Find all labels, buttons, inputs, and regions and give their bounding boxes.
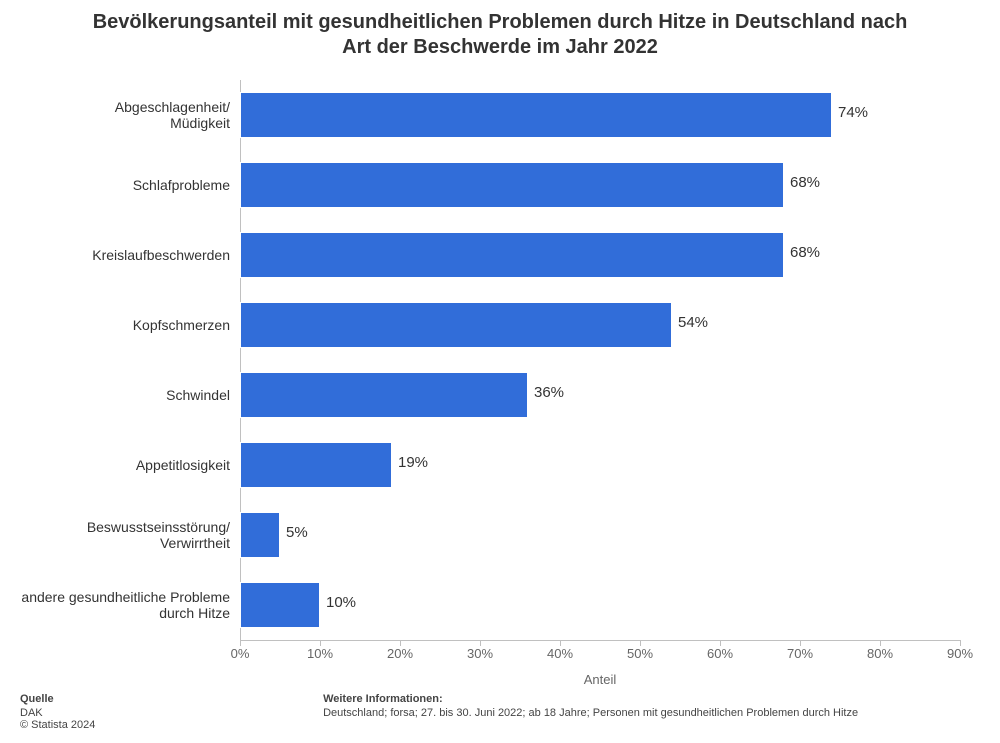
bar — [240, 372, 528, 418]
category-label-line1: Kreislaufbeschwerden — [92, 247, 230, 263]
x-axis-title: Anteil — [240, 672, 960, 687]
category-label: Schwindel — [10, 387, 230, 403]
bar-value-label: 19% — [398, 454, 428, 471]
footer-info-col: Weitere Informationen: Deutschland; fors… — [323, 693, 963, 719]
category-label: Kreislaufbeschwerden — [10, 247, 230, 263]
category-label-line2: Müdigkeit — [170, 115, 230, 131]
plot-area: Anteil 0%10%20%30%40%50%60%70%80%90%74%6… — [240, 80, 960, 640]
category-label-line1: Appetitlosigkeit — [136, 457, 230, 473]
chart-title-line1: Bevölkerungsanteil mit gesundheitlichen … — [93, 11, 908, 33]
bar-row: 68% — [240, 220, 960, 290]
x-tick-label: 80% — [867, 646, 893, 661]
category-label-line1: Kopfschmerzen — [133, 317, 230, 333]
footer-source-line2: © Statista 2024 — [20, 719, 320, 731]
footer-source-col: Quelle DAK © Statista 2024 — [20, 693, 320, 731]
x-tick-label: 40% — [547, 646, 573, 661]
bar-value-label: 54% — [678, 314, 708, 331]
bar-value-label: 5% — [286, 524, 308, 541]
category-label-line1: Schwindel — [166, 387, 230, 403]
bar-row: 54% — [240, 290, 960, 360]
bar-row: 19% — [240, 430, 960, 500]
bar — [240, 512, 280, 558]
bar-fill — [241, 443, 391, 487]
x-tick-label: 20% — [387, 646, 413, 661]
bar — [240, 442, 392, 488]
category-label: Schlafprobleme — [10, 177, 230, 193]
bar-value-label: 36% — [534, 384, 564, 401]
category-label: andere gesundheitliche Problemedurch Hit… — [10, 589, 230, 621]
footer-info-head: Weitere Informationen: — [323, 693, 963, 705]
bar — [240, 232, 784, 278]
bar-row: 5% — [240, 500, 960, 570]
category-label: Abgeschlagenheit/Müdigkeit — [10, 99, 230, 131]
category-label-line2: durch Hitze — [159, 605, 230, 621]
bar-fill — [241, 233, 783, 277]
x-tick-label: 70% — [787, 646, 813, 661]
bar-value-label: 68% — [790, 174, 820, 191]
bar — [240, 162, 784, 208]
category-label: Appetitlosigkeit — [10, 457, 230, 473]
x-tick-label: 50% — [627, 646, 653, 661]
x-tick-label: 90% — [947, 646, 973, 661]
bar-fill — [241, 583, 319, 627]
bar-fill — [241, 513, 279, 557]
bar-value-label: 68% — [790, 244, 820, 261]
chart-title: Bevölkerungsanteil mit gesundheitlichen … — [0, 10, 1000, 60]
chart-footer: Quelle DAK © Statista 2024 Weitere Infor… — [20, 693, 980, 731]
category-label: Kopfschmerzen — [10, 317, 230, 333]
footer-source-line1: DAK — [20, 707, 320, 719]
x-tick-label: 10% — [307, 646, 333, 661]
bar-row: 36% — [240, 360, 960, 430]
bar-fill — [241, 373, 527, 417]
category-label-line2: Verwirrtheit — [160, 535, 230, 551]
category-label: Beswusstseinsstörung/Verwirrtheit — [10, 519, 230, 551]
x-axis-line — [240, 640, 960, 641]
footer-info-text: Deutschland; forsa; 27. bis 30. Juni 202… — [323, 707, 963, 719]
x-tick-label: 0% — [231, 646, 250, 661]
x-tick-label: 30% — [467, 646, 493, 661]
bar-fill — [241, 163, 783, 207]
bar-fill — [241, 93, 831, 137]
bar-row: 68% — [240, 150, 960, 220]
chart-title-line2: Art der Beschwerde im Jahr 2022 — [342, 36, 658, 58]
category-label-line1: Schlafprobleme — [133, 177, 230, 193]
bar — [240, 92, 832, 138]
x-tick-label: 60% — [707, 646, 733, 661]
bar — [240, 302, 672, 348]
category-label-line1: andere gesundheitliche Probleme — [21, 589, 230, 605]
bar — [240, 582, 320, 628]
bar-value-label: 10% — [326, 594, 356, 611]
category-label-line1: Abgeschlagenheit/ — [115, 99, 230, 115]
bar-row: 74% — [240, 80, 960, 150]
bar-value-label: 74% — [838, 104, 868, 121]
footer-source-head: Quelle — [20, 693, 320, 705]
bar-row: 10% — [240, 570, 960, 640]
category-label-line1: Beswusstseinsstörung/ — [87, 519, 230, 535]
bar-fill — [241, 303, 671, 347]
